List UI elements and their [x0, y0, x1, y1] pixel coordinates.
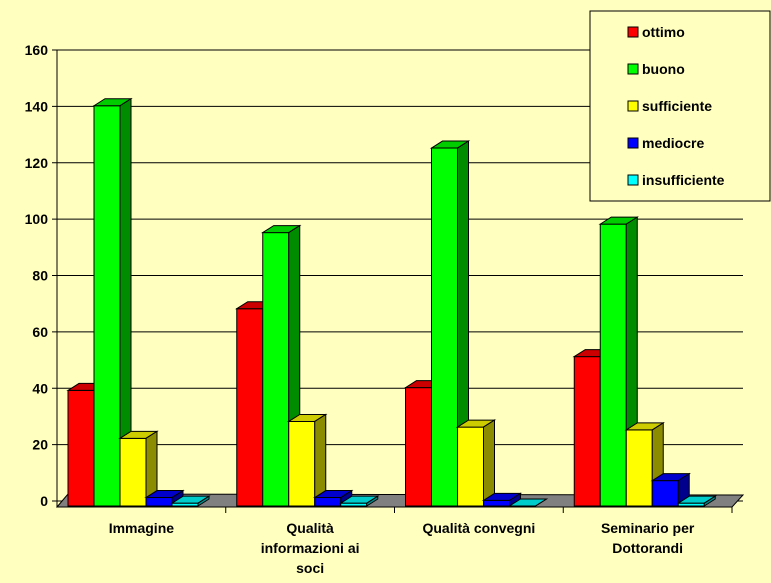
legend-swatch-ottimo — [627, 26, 639, 38]
legend-label-ottimo: ottimo — [642, 24, 685, 40]
y-tick-label: 100 — [25, 211, 49, 227]
bar-mediocre — [145, 497, 173, 507]
legend-swatch-insufficiente — [627, 174, 639, 186]
y-tick-label: 80 — [32, 268, 48, 284]
bar-side-sufficiente — [483, 419, 495, 507]
bar-buono — [262, 232, 290, 507]
y-tick-label: 40 — [32, 380, 48, 396]
bar-side-insufficiente — [366, 495, 379, 507]
x-tick-label: Qualità convegni — [422, 520, 535, 536]
bar-buono — [431, 147, 458, 507]
bar-side-insufficiente — [197, 495, 210, 507]
y-tick-label: 20 — [32, 437, 48, 453]
x-tick-label: Seminario per Dottorandi — [601, 520, 695, 556]
bar-ottimo — [405, 387, 432, 507]
bar-mediocre — [483, 499, 510, 507]
bar-mediocre — [651, 480, 679, 507]
legend-swatch-mediocre — [627, 137, 639, 149]
bar-buono — [599, 223, 627, 507]
x-tick-label: Immagine — [109, 520, 175, 536]
bar-sufficiente — [288, 420, 316, 507]
legend-label-sufficiente: sufficiente — [642, 98, 712, 114]
bar-side-insufficiente — [703, 495, 716, 507]
bar-sufficiente — [119, 437, 147, 507]
x-tick-label: Qualità informazioni ai soci — [261, 520, 360, 576]
bar-sufficiente — [625, 429, 653, 507]
chart-floor — [55, 493, 745, 508]
legend-swatch-sufficiente — [627, 100, 639, 112]
legend-swatch-buono — [627, 63, 639, 75]
bar-side-insufficiente — [535, 498, 547, 507]
bar-buono — [93, 105, 121, 507]
y-tick-label: 60 — [32, 324, 48, 340]
bar-sufficiente — [457, 426, 484, 507]
y-tick-label: 120 — [25, 155, 49, 171]
legend-label-insufficiente: insufficiente — [642, 172, 725, 188]
bar-ottimo — [67, 389, 95, 507]
legend — [589, 10, 771, 202]
bar-ottimo — [573, 356, 601, 507]
legend-label-buono: buono — [642, 61, 685, 77]
legend-label-mediocre: mediocre — [642, 135, 704, 151]
bar-mediocre — [314, 497, 342, 507]
y-tick-label: 0 — [40, 493, 48, 509]
y-tick-label: 160 — [25, 42, 49, 58]
bar-ottimo — [236, 308, 264, 507]
y-tick-label: 140 — [25, 98, 49, 114]
